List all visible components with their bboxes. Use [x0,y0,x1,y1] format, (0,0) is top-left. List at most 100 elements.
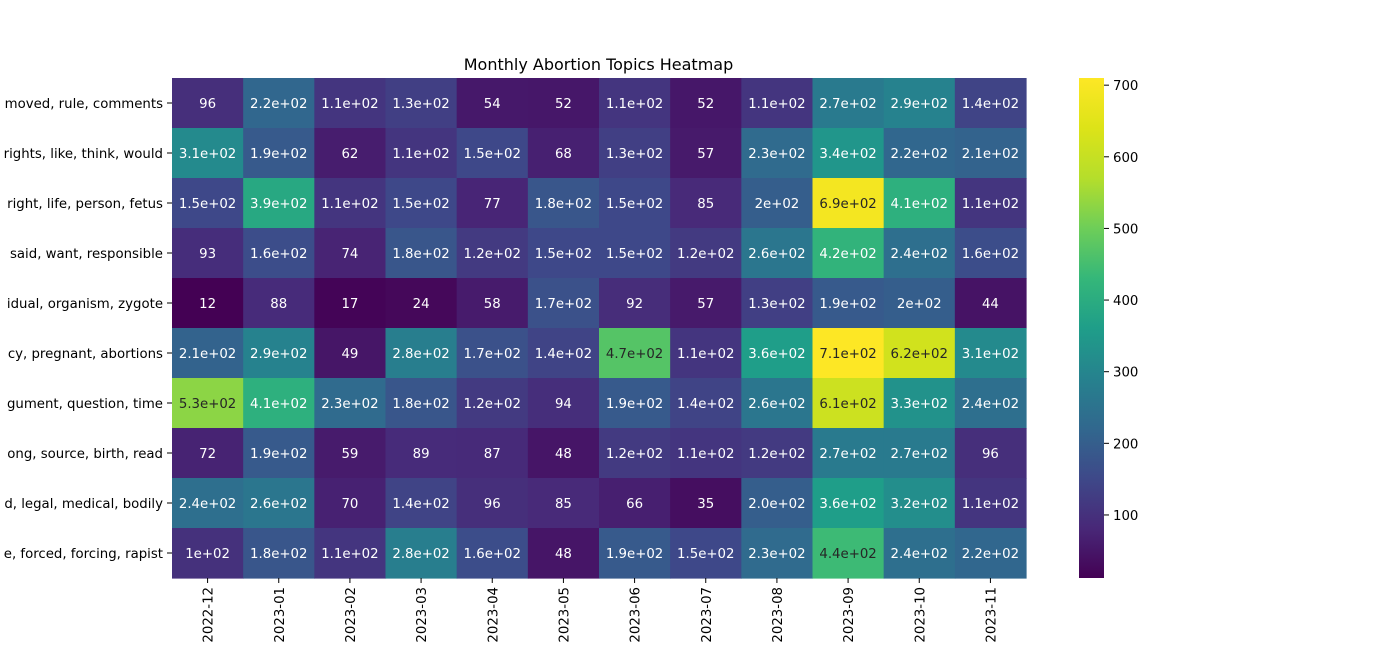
y-tick-label: moved, rule, comments [5,97,163,112]
cell-annotation: 1.2e+02 [464,397,521,412]
heatmap-cell [385,178,458,229]
cell-annotation: 1.1e+02 [962,197,1019,212]
heatmap-cell [741,478,814,529]
colorbar-tick-label: 600 [1113,151,1138,166]
cell-annotation: 1.4e+02 [535,347,592,362]
cell-annotation: 6.2e+02 [891,347,948,362]
cell-annotation: 2.0e+02 [748,497,805,512]
heatmap-cell [172,478,244,529]
cell-annotation: 1.1e+02 [677,347,734,362]
heatmap-cell [527,78,600,129]
y-axis: moved, rule, comments rights, like, think… [4,97,172,562]
cell-annotation: 88 [270,297,287,312]
heatmap-cell [599,478,671,529]
heatmap-cell [385,128,458,179]
heatmap-cell [314,328,387,379]
cell-annotation: 2.4e+02 [891,547,948,562]
heatmap-cell [172,528,244,579]
heatmap-cell [527,278,600,329]
cell-annotation: 1.4e+02 [392,497,449,512]
heatmap-cell [812,378,885,429]
cell-annotation: 3.6e+02 [748,347,805,362]
colorbar-tick-label: 700 [1113,79,1138,94]
heatmap-cell [812,78,885,129]
cell-annotation: 2.4e+02 [179,497,236,512]
cell-annotation: 1.9e+02 [250,447,307,462]
heatmap-cell [527,228,600,279]
cell-annotation: 77 [484,197,501,212]
heatmap-cell [527,428,600,479]
cell-annotation: 3.1e+02 [179,147,236,162]
heatmap-cell [172,228,244,279]
heatmap-cell [812,478,885,529]
cell-annotation: 1.3e+02 [748,297,805,312]
cell-annotation: 2.6e+02 [748,397,805,412]
y-tick-label: ong, source, birth, read [7,447,163,462]
cell-annotation: 1.6e+02 [464,547,521,562]
cell-annotation: 1.1e+02 [606,97,663,112]
heatmap-cell [172,328,244,379]
cell-annotation: 4.7e+02 [606,347,663,362]
heatmap-cell [314,378,387,429]
heatmap-cell [599,228,671,279]
heatmap-cell [670,328,742,379]
heatmap-cell [670,78,742,129]
heatmap-cell [954,178,1027,229]
heatmap-cell [243,128,315,179]
heatmap-cell [314,528,387,579]
cell-annotation: 12 [199,297,216,312]
heatmap-cell [670,428,742,479]
heatmap-cell [172,428,244,479]
cell-annotation: 57 [697,297,714,312]
heatmap-cell [243,278,315,329]
cell-annotation: 24 [413,297,430,312]
heatmap-cell [456,178,529,229]
cell-annotation: 2.2e+02 [250,97,307,112]
cell-annotation: 1.5e+02 [464,147,521,162]
heatmap-cell [741,278,814,329]
cell-annotation: 2.3e+02 [748,547,805,562]
cell-annotation: 17 [341,297,358,312]
cell-annotation: 1.3e+02 [606,147,663,162]
heatmap-cell [670,128,742,179]
cell-annotation: 44 [982,297,999,312]
heatmap-cell [527,328,600,379]
cell-annotation: 1.7e+02 [464,347,521,362]
heatmap-cell [741,378,814,429]
cell-annotation: 2.1e+02 [179,347,236,362]
cell-annotation: 2.7e+02 [891,447,948,462]
heatmap-cell [883,478,956,529]
cell-annotation: 94 [555,397,572,412]
cell-annotations: 96 2.2e+02 1.1e+02 1.3e+02 54 52 1.1e+02 52 1.1e… [179,97,1019,562]
heatmap-cell [883,328,956,379]
cell-annotation: 92 [626,297,643,312]
cell-annotation: 1.4e+02 [677,397,734,412]
heatmap-cell [741,328,814,379]
heatmap-cell [172,78,244,129]
colorbar-tick-label: 200 [1113,437,1138,452]
cell-annotation: 68 [555,147,572,162]
x-axis: 2022-12 2023-01 2023-02 2023-03 2023-04 2023-… [202,578,999,643]
cell-annotation: 2.3e+02 [321,397,378,412]
cell-annotation: 1.1e+02 [962,497,1019,512]
cell-annotation: 4.1e+02 [250,397,307,412]
y-tick-label: idual, organism, zygote [7,297,163,312]
heatmap-cell [385,478,458,529]
cell-annotation: 1.2e+02 [464,247,521,262]
cell-annotation: 2.9e+02 [250,347,307,362]
heatmap-cell [385,78,458,129]
heatmap-cell [741,528,814,579]
cell-annotation: 1.5e+02 [677,547,734,562]
heatmap-cell [172,378,244,429]
heatmap-cell [314,228,387,279]
heatmap-cell [954,428,1027,479]
cell-annotation: 1.1e+02 [748,97,805,112]
heatmap-cell [741,78,814,129]
cell-annotation: 1e+02 [185,547,230,562]
cell-annotation: 85 [697,197,714,212]
heatmap-cell [527,528,600,579]
cell-annotation: 35 [697,497,714,512]
cell-annotation: 96 [199,97,216,112]
cell-annotation: 1.5e+02 [179,197,236,212]
